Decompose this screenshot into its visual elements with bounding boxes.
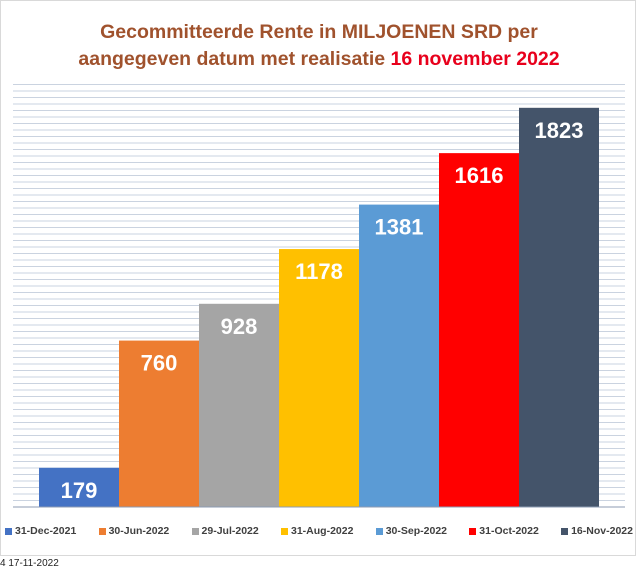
legend-item-30-Sep-2022: 30-Sep-2022: [375, 525, 448, 537]
data-label-31-Oct-2022: 1616: [455, 163, 504, 188]
chart-title-highlight-date: 16 november 2022: [390, 48, 560, 70]
bar-29-Jul-2022: [199, 303, 279, 507]
legend-label: 29-Jul-2022: [201, 525, 259, 537]
data-label-30-Jun-2022: 760: [141, 351, 178, 376]
chart-title-prefix: aangegeven datum met realisatie: [78, 48, 391, 70]
legend-item-31-Aug-2022: 31-Aug-2022: [281, 525, 353, 537]
chart-title: Gecommitteerde Rente in MILJOENEN SRD pe…: [1, 19, 637, 73]
legend-item-31-Dec-2021: 31-Dec-2021: [5, 525, 76, 537]
bar-30-Sep-2022: [359, 204, 439, 507]
legend-item-29-Jul-2022: 29-Jul-2022: [191, 525, 259, 537]
legend-label: 30-Sep-2022: [385, 525, 448, 537]
legend-swatch: [469, 527, 477, 535]
legend-label: 16-Nov-2022: [571, 525, 633, 537]
data-label-16-Nov-2022: 1823: [535, 118, 584, 143]
legend-item-16-Nov-2022: 16-Nov-2022: [561, 525, 633, 537]
bar-16-Nov-2022: [519, 107, 599, 507]
bar-31-Dec-2021: [39, 467, 119, 507]
footer-date: 4 17-11-2022: [0, 558, 59, 569]
legend-swatch: [191, 527, 199, 535]
legend-swatch: [5, 527, 12, 535]
legend-swatch: [98, 527, 106, 535]
chart-legend: 31-Dec-2021 30-Jun-2022 29-Jul-2022 31-Aug-…: [5, 525, 633, 537]
legend-label: 31-Oct-2022: [479, 525, 539, 537]
plot-area: 179 760 928 1178 1381 1616 1823: [13, 84, 625, 508]
legend-swatch: [561, 527, 569, 535]
bar-30-Jun-2022: [119, 340, 199, 507]
data-label-31-Aug-2022: 1178: [295, 259, 343, 284]
data-label-30-Sep-2022: 1381: [375, 215, 424, 240]
legend-label: 31-Dec-2021: [15, 525, 77, 537]
data-label-29-Jul-2022: 928: [221, 314, 258, 339]
chart-frame: Gecommitteerde Rente in MILJOENEN SRD pe…: [0, 0, 636, 556]
legend-swatch: [281, 527, 288, 535]
bar-31-Oct-2022: [439, 153, 519, 507]
bar-31-Aug-2022: [279, 249, 359, 507]
data-label-31-Dec-2021: 179: [61, 478, 98, 503]
legend-item-30-Jun-2022: 30-Jun-2022: [98, 525, 170, 537]
chart-title-line-2: aangegeven datum met realisatie 16 novem…: [1, 46, 637, 73]
legend-swatch: [375, 527, 383, 535]
chart-title-line-1: Gecommitteerde Rente in MILJOENEN SRD pe…: [100, 21, 538, 43]
legend-label: 31-Aug-2022: [291, 525, 354, 537]
legend-item-31-Oct-2022: 31-Oct-2022: [469, 525, 539, 537]
legend-label: 30-Jun-2022: [108, 525, 170, 537]
